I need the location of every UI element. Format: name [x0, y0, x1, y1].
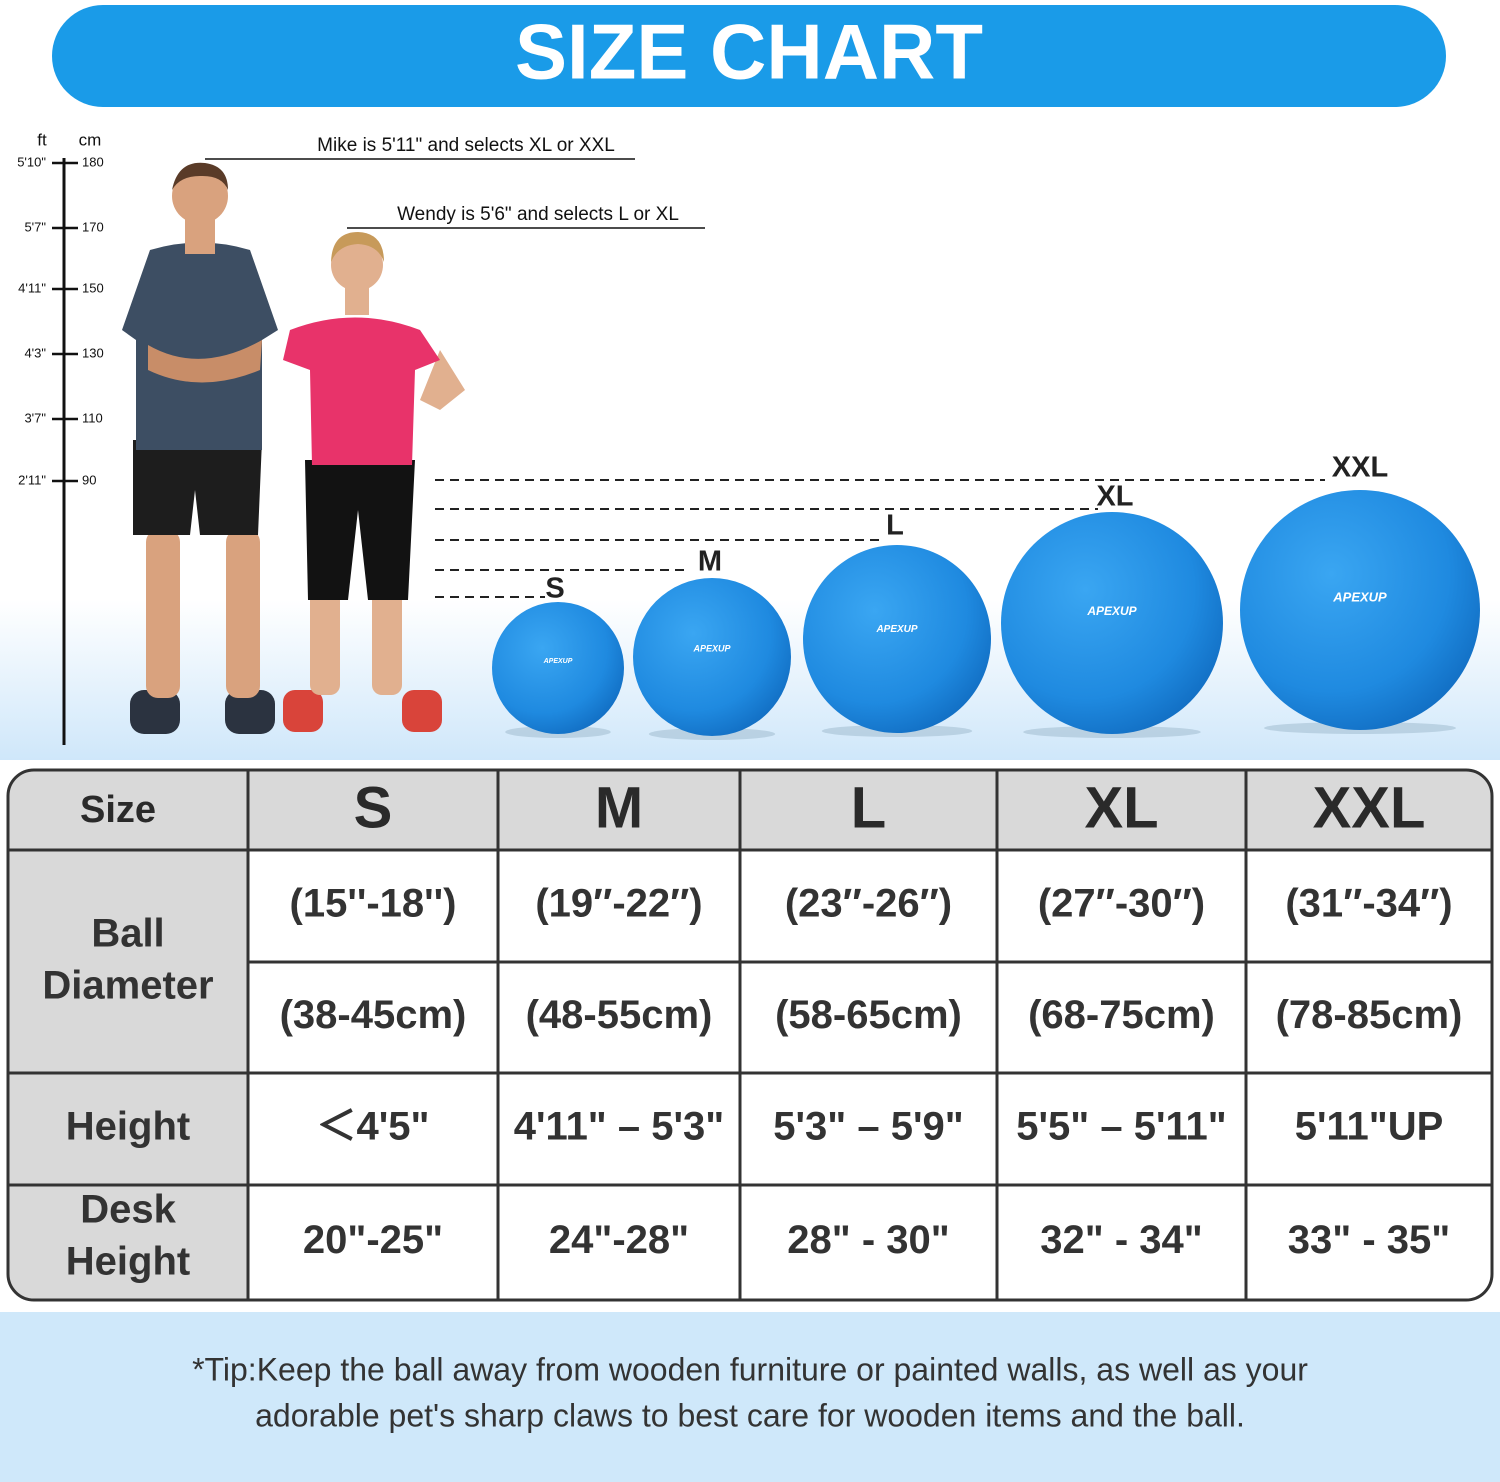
exercise-ball: [492, 602, 624, 734]
annotation: Wendy is 5'6" and selects L or XL: [397, 204, 679, 225]
table-cell: (78-85cm): [1276, 993, 1463, 1037]
table-cell: (48-55cm): [526, 993, 713, 1037]
ruler-cm-label: 180: [82, 154, 104, 169]
ball-size-label: L: [886, 510, 904, 542]
ball-size-label: M: [698, 546, 722, 578]
label-col-bg: [8, 770, 248, 1300]
table-cell: (27″-30″): [1038, 882, 1205, 926]
table-cell: (31″-34″): [1285, 882, 1452, 926]
ruler-ft-label: 4'11": [18, 280, 46, 295]
exercise-ball: [1240, 490, 1480, 730]
header-size: XXL: [1313, 775, 1426, 840]
ball-brand: APEXUP: [1332, 589, 1387, 604]
table-cell: (19″-22″): [535, 882, 702, 926]
row-label: Desk: [80, 1188, 176, 1232]
exercise-ball: [803, 545, 991, 733]
table-cell: 5'3" – 5'9": [773, 1105, 963, 1149]
header-size: S: [354, 775, 393, 840]
table-cell: 32" - 34": [1040, 1218, 1202, 1262]
ruler-cm-label: 130: [82, 345, 104, 360]
ruler-ft-label: 3'7": [24, 410, 46, 425]
row-label: Height: [66, 1240, 190, 1284]
table-cell: 20"-25": [303, 1218, 443, 1262]
ruler-ft-label: 2'11": [18, 472, 46, 487]
ruler-cm-label: 170: [82, 219, 104, 234]
header-size: XL: [1084, 775, 1158, 840]
table-cell: (68-75cm): [1028, 993, 1215, 1037]
table-cell: 28" - 30": [787, 1218, 949, 1262]
header-label: Size: [80, 789, 156, 831]
ball-brand: APEXUP: [543, 658, 573, 665]
title-banner: [52, 5, 1446, 107]
table-cell: 5'5" – 5'11": [1016, 1105, 1226, 1149]
table-cell: (58-65cm): [775, 993, 962, 1037]
ruler-cm-label: 90: [82, 472, 96, 487]
ball-brand: APEXUP: [692, 643, 731, 653]
header-size: M: [595, 775, 643, 840]
table-cell: (15''-18''): [290, 882, 457, 926]
table-cell: 5'11"UP: [1295, 1105, 1444, 1149]
tip-band: [0, 1312, 1500, 1482]
ball-brand: APEXUP: [875, 624, 917, 635]
ball-size-label: XL: [1096, 481, 1133, 513]
header-size: L: [851, 775, 886, 840]
ruler-ft-label: 5'7": [24, 219, 46, 234]
ruler-unit: cm: [79, 130, 102, 149]
row-label: Diameter: [42, 964, 213, 1008]
tip-text: adorable pet's sharp claws to best care …: [255, 1397, 1245, 1433]
ball-size-label: S: [545, 573, 564, 605]
table-cell: ＜4'5": [317, 1105, 430, 1149]
row-label: Height: [66, 1105, 190, 1149]
table-cell: (38-45cm): [280, 993, 467, 1037]
row-label: Ball: [91, 912, 164, 956]
ruler-unit: ft: [37, 130, 47, 149]
ruler-ft-label: 5'10": [17, 154, 46, 169]
ball-brand: APEXUP: [1086, 604, 1137, 618]
man-figure: [122, 162, 278, 734]
annotation: Mike is 5'11" and selects XL or XXL: [317, 135, 615, 156]
table-cell: 4'11" – 5'3": [514, 1105, 724, 1149]
ruler-ft-label: 4'3": [24, 345, 46, 360]
table-cell: 33" - 35": [1288, 1218, 1450, 1262]
ruler-cm-label: 150: [82, 280, 104, 295]
title: SIZE CHART: [515, 8, 983, 96]
ball-size-label: XXL: [1332, 452, 1388, 484]
size-table: [8, 770, 1492, 1300]
table-cell: 24"-28": [549, 1218, 689, 1262]
tip-text: *Tip:Keep the ball away from wooden furn…: [192, 1351, 1308, 1387]
ruler-cm-label: 110: [82, 410, 103, 425]
table-border: [6, 768, 1494, 1302]
table-cell: (23″-26″): [785, 882, 952, 926]
woman-figure: [283, 232, 465, 732]
exercise-ball: [633, 578, 791, 736]
exercise-ball: [1001, 512, 1223, 734]
